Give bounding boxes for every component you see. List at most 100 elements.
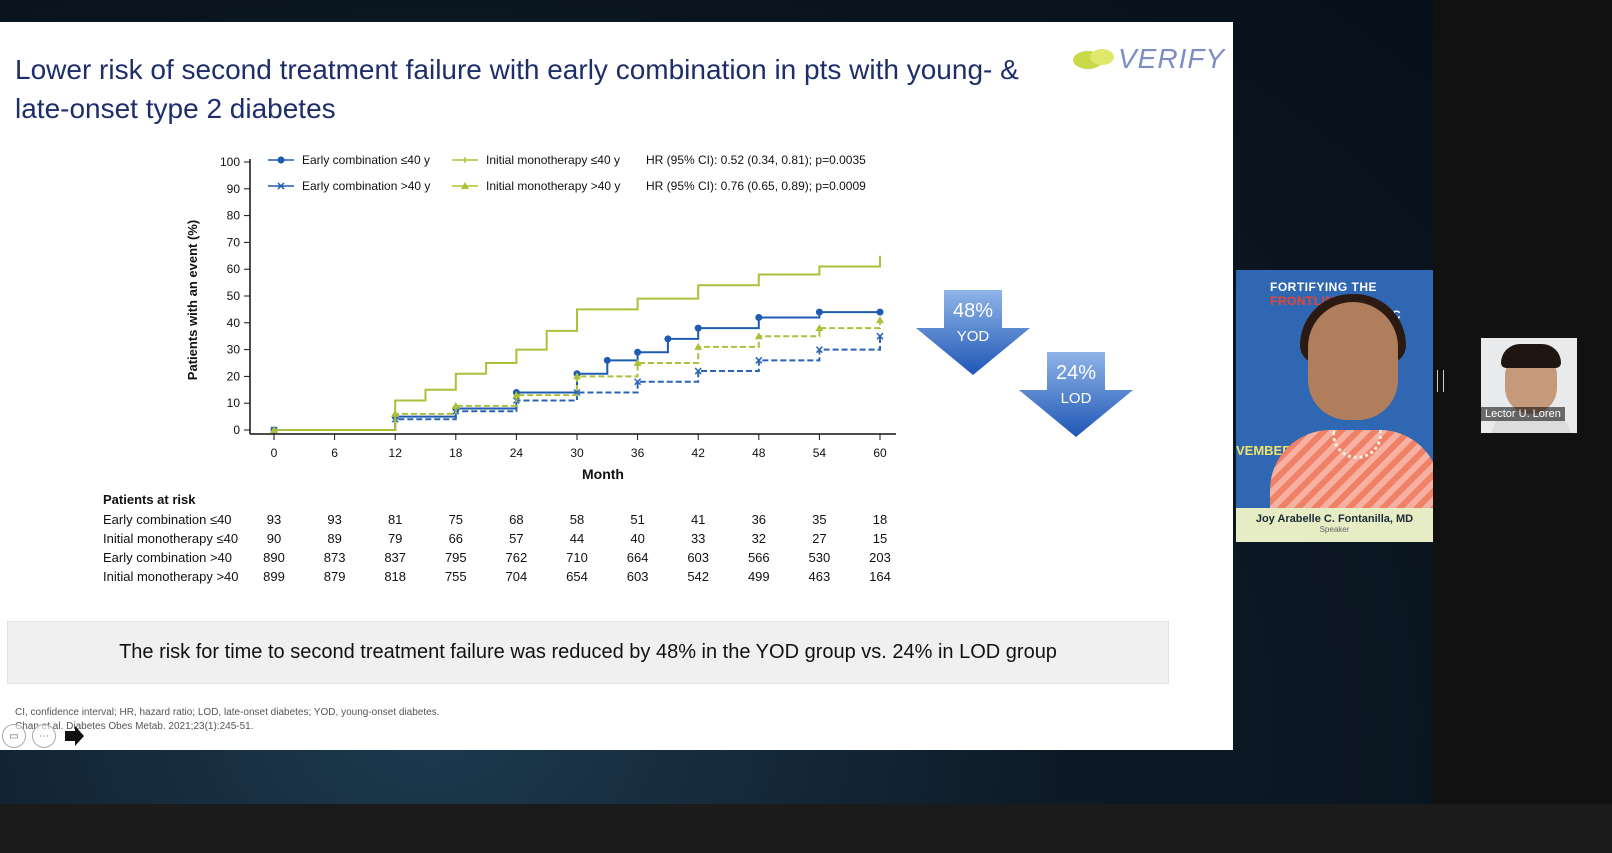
risk-cell: 36 — [751, 512, 767, 527]
x-tick-label: 36 — [631, 446, 645, 460]
risk-cell: 57 — [509, 531, 524, 546]
data-point — [694, 324, 702, 332]
x-tick-label: 18 — [449, 446, 463, 460]
data-point — [694, 342, 703, 350]
data-point — [664, 335, 672, 343]
risk-cell: 879 — [323, 569, 346, 584]
more-icon[interactable]: ⋯ — [32, 724, 56, 748]
risk-cell: 542 — [687, 569, 710, 584]
risk-cell: 68 — [509, 512, 524, 527]
footnote-abbreviations: CI, confidence interval; HR, hazard rati… — [15, 707, 440, 718]
data-point — [876, 308, 884, 316]
risk-cell: 499 — [747, 569, 770, 584]
risk-row-label: Early combination >40 — [103, 550, 232, 565]
participant-hair — [1501, 344, 1561, 368]
legend-marker — [277, 182, 285, 190]
speaker-video-tile[interactable]: FORTIFYING THE FRONTLINE PRIMARY C VEMBE… — [1236, 270, 1433, 542]
risk-cell: 164 — [869, 569, 891, 584]
y-tick-label: 30 — [227, 343, 241, 357]
legend-label: Early combination >40 y — [302, 179, 430, 193]
lod-label: LOD — [1060, 390, 1092, 407]
data-point — [754, 332, 763, 340]
risk-row-label: Initial monotherapy ≤40 — [103, 531, 239, 546]
data-point — [603, 356, 611, 364]
x-tick-label: 48 — [752, 446, 766, 460]
data-point — [512, 391, 521, 399]
risk-cell: 899 — [263, 569, 285, 584]
risk-cell: 90 — [266, 531, 282, 546]
caption-icon[interactable]: ▭ — [2, 724, 26, 748]
down-arrow-icon — [1019, 352, 1133, 437]
participant-name: Lector U. Loren — [1481, 407, 1565, 421]
risk-cell: 710 — [566, 550, 588, 565]
data-point — [815, 346, 823, 354]
y-tick-label: 0 — [233, 423, 240, 437]
down-arrow-icon — [916, 290, 1030, 375]
participant-video-tile[interactable]: Lector U. Loren — [1481, 338, 1577, 433]
risk-cell: 654 — [566, 569, 588, 584]
data-point — [876, 332, 884, 340]
meeting-toolbar — [0, 804, 1612, 853]
risk-cell: 18 — [872, 512, 888, 527]
series-line-3 — [274, 255, 881, 431]
y-tick-label: 10 — [227, 396, 241, 410]
yod-reduction-arrow: 48% YOD — [916, 290, 1030, 375]
footnote: CI, confidence interval; HR, hazard rati… — [15, 706, 440, 734]
risk-cell: 93 — [266, 512, 282, 527]
series-line-4 — [274, 320, 881, 431]
y-tick-label: 50 — [227, 289, 241, 303]
takeaway-box: The risk for time to second treatment fa… — [7, 621, 1169, 684]
y-tick-label: 40 — [227, 316, 241, 330]
x-tick-label: 42 — [692, 446, 706, 460]
risk-cell: 566 — [747, 550, 770, 565]
hr-annotation: HR (95% CI): 0.76 (0.65, 0.89); p=0.0009 — [646, 179, 866, 193]
kaplan-meier-chart: 0 10 20 30 40 50 60 70 80 90 100 0 6 12 18 24 30 36 42 48 54… — [185, 153, 896, 482]
slide-controls: ▭ ⋯ — [2, 724, 86, 748]
yod-percent: 48% — [952, 300, 994, 322]
y-axis-title: Patients with an event (%) — [185, 220, 200, 380]
risk-cell: 664 — [626, 550, 649, 565]
slide-title: Lower risk of second treatment failure w… — [15, 54, 1019, 124]
risk-cell: 32 — [751, 531, 767, 546]
data-point — [755, 313, 763, 321]
y-tick-label: 60 — [227, 262, 241, 276]
speaker-role: Speaker — [1319, 525, 1350, 534]
data-point — [451, 401, 460, 409]
risk-cell: 873 — [323, 550, 346, 565]
y-tick-label: 90 — [227, 182, 241, 196]
data-point — [633, 359, 642, 366]
y-tick-label: 80 — [227, 209, 241, 223]
speaker-name-bar: Joy Arabelle C. Fontanilla, MD Speaker — [1236, 508, 1433, 542]
x-axis-title: Month — [582, 466, 624, 482]
pointer-arrow-icon[interactable] — [62, 724, 86, 748]
legend-label: Initial monotherapy ≤40 y — [486, 153, 620, 167]
data-point — [694, 367, 702, 375]
risk-cell: 795 — [444, 550, 467, 565]
panel-resize-handle[interactable] — [1437, 370, 1444, 392]
speaker-name: Joy Arabelle C. Fontanilla, MD — [1255, 513, 1414, 525]
x-tick-label: 6 — [331, 446, 338, 460]
x-tick-label: 0 — [271, 446, 278, 460]
logo-text: VERIFY — [1118, 43, 1226, 74]
verify-logo: VERIFY — [1072, 42, 1225, 76]
risk-cell: 51 — [630, 512, 645, 527]
data-point — [573, 372, 581, 380]
data-point — [755, 356, 763, 364]
risk-cell: 81 — [387, 512, 403, 527]
risk-cell: 79 — [387, 531, 403, 546]
risk-cell: 93 — [327, 512, 342, 527]
risk-cell: 890 — [263, 550, 285, 565]
banner-text: FORTIFYING THE — [1270, 280, 1377, 294]
data-point — [634, 378, 642, 386]
risk-cell: 463 — [808, 569, 831, 584]
x-tick-label: 30 — [570, 446, 584, 460]
risk-cell: 603 — [626, 569, 649, 584]
logo-leaf-icon — [1073, 49, 1114, 69]
yod-label: YOD — [956, 328, 990, 345]
data-point — [391, 409, 400, 417]
x-tick-label: 54 — [813, 446, 827, 460]
risk-row-label: Initial monotherapy >40 — [103, 569, 239, 584]
risk-cell: 530 — [808, 550, 831, 565]
risk-cell: 89 — [327, 531, 342, 546]
risk-cell: 66 — [448, 531, 464, 546]
